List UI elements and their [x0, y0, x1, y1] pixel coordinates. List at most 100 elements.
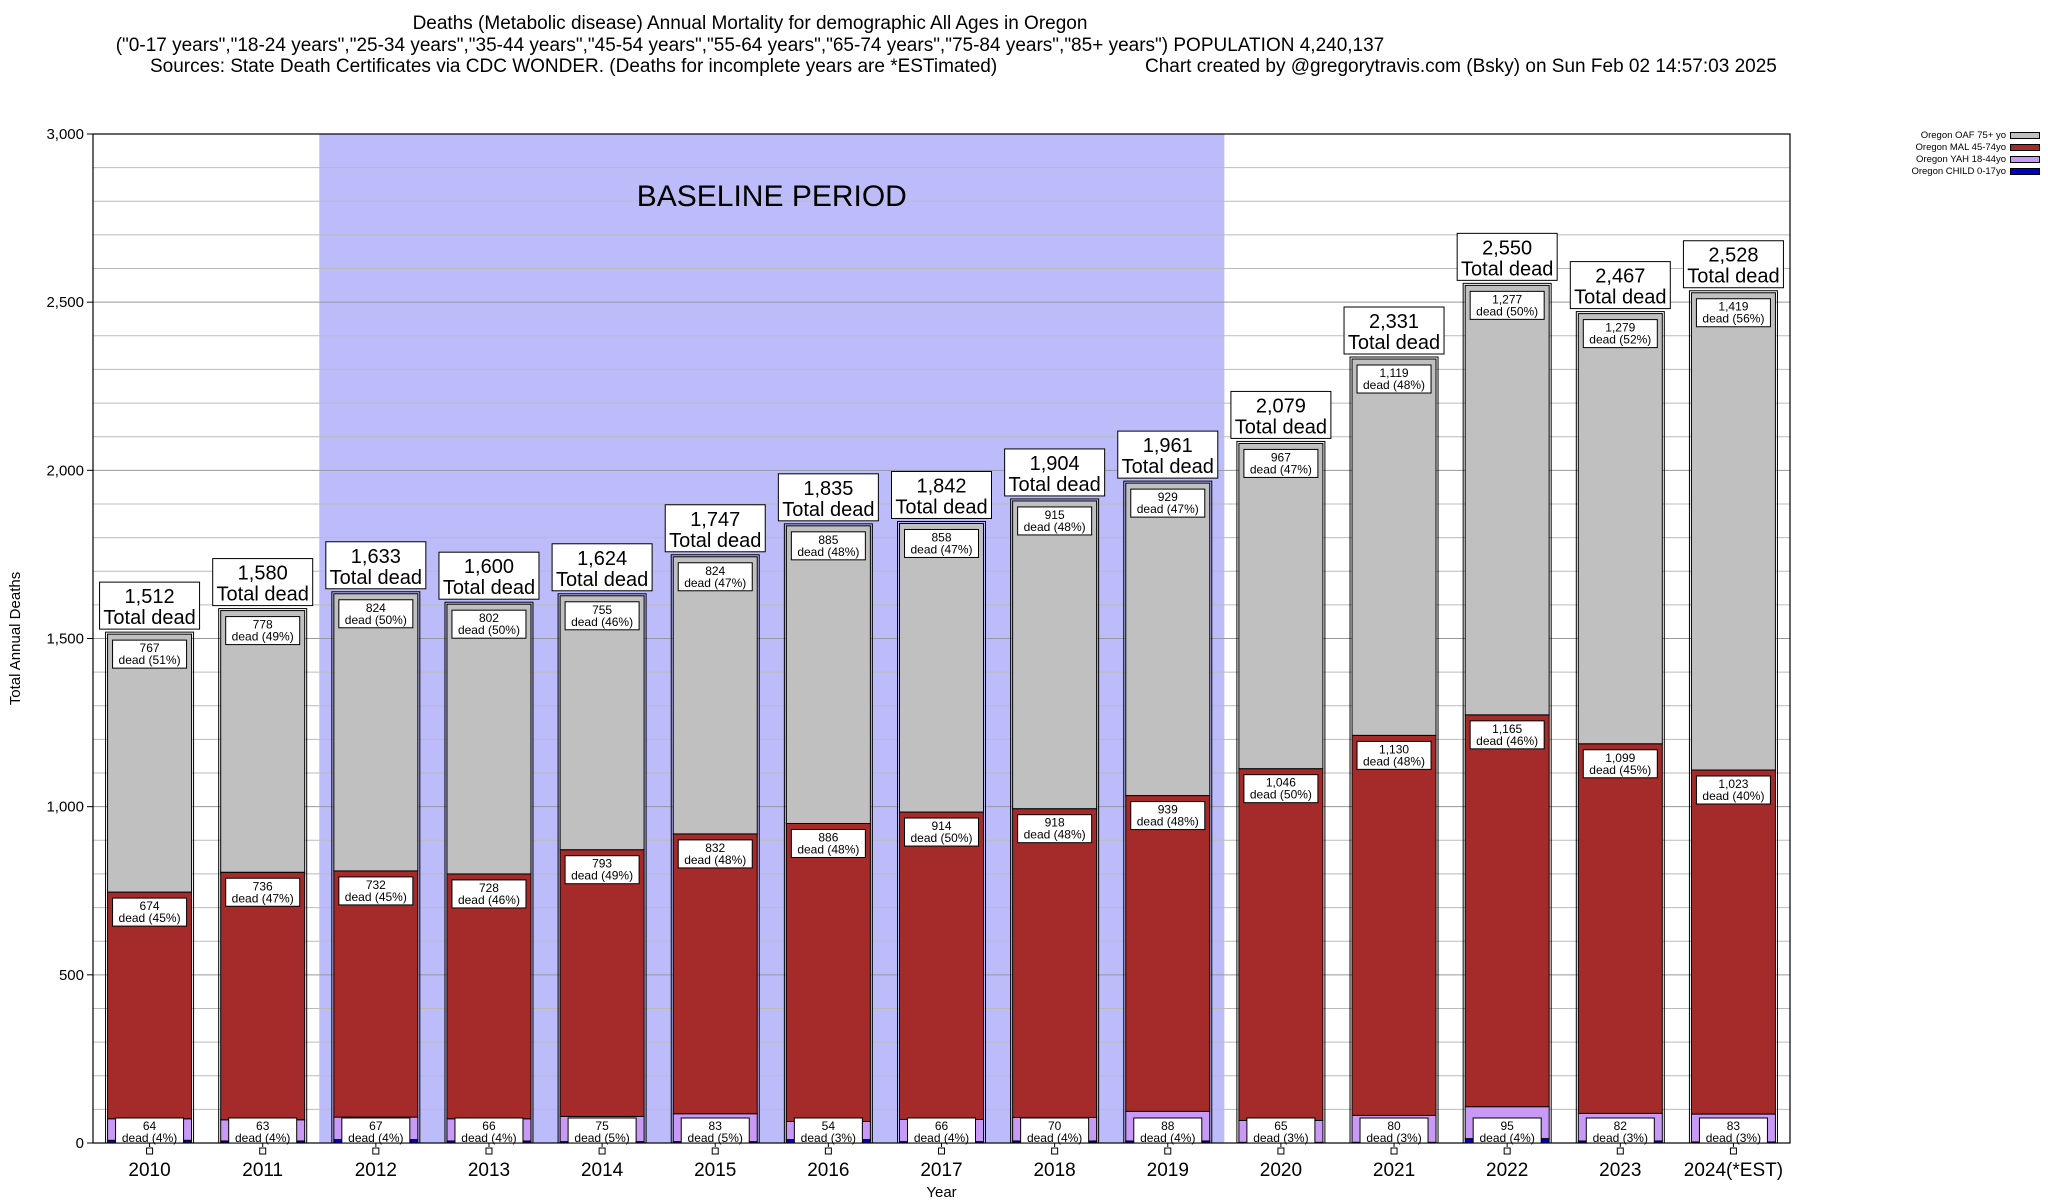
mal-label-pct: dead (46%) [458, 893, 520, 907]
oaf-label-pct: dead (50%) [1476, 304, 1538, 318]
oaf-label-value: 929 [1158, 490, 1178, 504]
total-label-pct: Total dead [782, 499, 874, 521]
mal-label-pct: dead (48%) [1363, 754, 1425, 768]
child-marker [259, 1147, 267, 1155]
mal-label-pct: dead (48%) [1024, 828, 1086, 842]
mal-label-pct: dead (45%) [345, 890, 407, 904]
child-marker [1729, 1147, 1737, 1155]
legend-swatch [2010, 132, 2040, 139]
oaf-label-value: 778 [253, 618, 273, 632]
mal-label-value: 1,023 [1718, 777, 1748, 791]
legend-swatch [2010, 156, 2040, 163]
legend-swatch [2010, 144, 2040, 151]
mal-label-box [112, 897, 188, 927]
yah-label-box [1359, 1117, 1429, 1144]
child-marker [938, 1147, 945, 1155]
x-tick-label: 2011 [242, 1160, 283, 1181]
bar-segment-3 [107, 633, 193, 893]
bar-segment-2 [1351, 734, 1437, 1116]
oaf-label-pct: dead (56%) [1702, 312, 1764, 326]
x-tick-label: 2019 [1147, 1160, 1189, 1181]
total-label-pct: Total dead [895, 496, 987, 518]
oaf-label-pct: dead (51%) [119, 653, 181, 667]
y-tick-label: 1,000 [46, 799, 84, 816]
mal-label-box [1130, 801, 1206, 831]
x-tick-label: 2018 [1033, 1160, 1075, 1181]
bar-segment-2 [1690, 769, 1776, 1115]
child-marker [1277, 1147, 1285, 1155]
mal-label-box [677, 839, 753, 869]
yah-label-value: 83 [1727, 1119, 1741, 1133]
x-tick-label: 2023 [1599, 1160, 1641, 1181]
mal-label-value: 918 [1045, 816, 1065, 830]
mal-label-value: 939 [1158, 803, 1178, 817]
total-label-pct: Total dead [217, 584, 309, 606]
bar-segment-2 [1464, 714, 1550, 1108]
bar-segment-3 [446, 603, 532, 875]
bar-segment-2 [899, 811, 984, 1120]
oaf-label-pct: dead (50%) [345, 613, 407, 627]
bar-segment-3 [1577, 313, 1663, 745]
yah-label-value: 83 [709, 1119, 723, 1133]
total-label-box [1004, 448, 1106, 497]
legend: Oregon OAF 75+ yo Oregon MAL 45-74yo Ore… [1800, 130, 2048, 178]
yah-label-box [1698, 1117, 1768, 1144]
yah-label-pct: dead (3%) [1593, 1131, 1648, 1145]
oaf-label-box [1130, 488, 1206, 518]
mal-label-pct: dead (45%) [119, 911, 181, 925]
total-label-value: 1,600 [464, 556, 514, 578]
yah-label-value: 88 [1161, 1119, 1175, 1133]
mal-label-pct: dead (50%) [910, 831, 972, 845]
mal-label-box [1243, 774, 1319, 804]
mal-label-value: 1,130 [1379, 742, 1409, 756]
x-tick-label: 2010 [128, 1160, 170, 1181]
total-label-pct: Total dead [1008, 474, 1100, 496]
oaf-label-pct: dead (47%) [684, 576, 746, 590]
yah-label-box [1133, 1117, 1203, 1144]
total-label-box [1456, 232, 1558, 281]
oaf-label-box [790, 531, 866, 561]
oaf-label-value: 915 [1045, 508, 1065, 522]
child-marker [1616, 1147, 1624, 1155]
mal-label-pct: dead (45%) [1589, 763, 1651, 777]
total-label-pct: Total dead [1687, 266, 1779, 288]
x-tick-label: 2015 [694, 1160, 736, 1181]
total-label-box [1569, 261, 1671, 310]
yah-label-box [115, 1117, 185, 1144]
yah-label-pct: dead (3%) [801, 1131, 856, 1145]
yah-label-box [1472, 1117, 1542, 1144]
mal-label-value: 914 [931, 819, 951, 833]
oaf-label-value: 767 [140, 641, 160, 655]
mal-label-pct: dead (48%) [797, 842, 859, 856]
y-axis-title: Total Annual Deaths [7, 572, 24, 705]
oaf-label-box [1356, 364, 1432, 394]
yah-label-value: 54 [822, 1119, 836, 1133]
mal-label-box [1017, 814, 1093, 844]
x-tick-label: 2012 [355, 1160, 397, 1181]
total-label-pct: Total dead [330, 567, 422, 589]
total-label-value: 2,528 [1708, 245, 1758, 267]
oaf-label-pct: dead (46%) [571, 615, 633, 629]
x-tick-label: 2016 [807, 1160, 849, 1181]
child-marker [1390, 1147, 1398, 1155]
total-label-value: 1,580 [238, 563, 288, 585]
bar-segment-2 [107, 891, 193, 1120]
total-label-box [1230, 390, 1332, 439]
bar-segment-3 [785, 525, 871, 824]
bar-segment-2 [1577, 743, 1663, 1114]
oaf-label-box [564, 601, 640, 631]
y-tick-label: 2,000 [46, 462, 84, 479]
oaf-label-pct: dead (52%) [1589, 333, 1651, 347]
x-tick-label: 2020 [1260, 1160, 1302, 1181]
total-label-box [325, 541, 427, 590]
x-tick-label: 2014 [581, 1160, 624, 1181]
oaf-label-box [225, 616, 301, 646]
total-label-box [1682, 240, 1784, 289]
oaf-label-value: 1,119 [1379, 366, 1408, 380]
mal-label-pct: dead (50%) [1250, 788, 1312, 802]
oaf-label-box [1243, 448, 1319, 478]
oaf-label-box [1695, 298, 1771, 328]
total-label-value: 2,550 [1482, 237, 1532, 259]
mal-label-box [790, 828, 866, 858]
yah-label-value: 95 [1500, 1119, 1514, 1133]
